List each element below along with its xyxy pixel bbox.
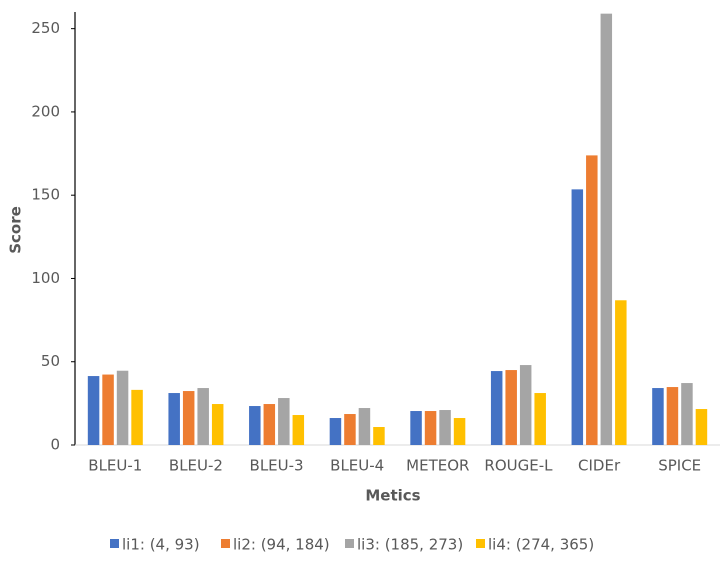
legend-label: li4: (274, 365) — [488, 536, 594, 554]
bar — [263, 404, 276, 445]
legend-swatch — [476, 539, 485, 548]
bar — [424, 411, 437, 445]
x-tick-label: SPICE — [658, 457, 701, 475]
legend-swatch — [221, 539, 230, 548]
bar — [116, 370, 129, 445]
bar — [358, 408, 371, 445]
bar — [695, 409, 708, 445]
bar — [439, 410, 451, 445]
x-tick-label: CIDEr — [578, 457, 621, 475]
x-tick-label: BLEU-4 — [330, 457, 384, 475]
y-tick-label: 50 — [41, 352, 60, 370]
legend-swatch — [110, 539, 119, 548]
bar — [329, 418, 342, 445]
bar — [102, 374, 114, 445]
x-tick-label: BLEU-3 — [250, 457, 304, 475]
bar — [666, 387, 679, 445]
bar — [505, 370, 517, 445]
x-tick-label: ROUGE-L — [484, 457, 553, 475]
bar — [131, 389, 143, 445]
y-tick-label: 150 — [31, 186, 60, 204]
bar — [490, 371, 503, 445]
bar — [87, 376, 100, 445]
y-tick-label: 0 — [50, 436, 60, 454]
y-tick-label: 200 — [31, 102, 60, 120]
bar — [410, 411, 422, 445]
bar — [652, 388, 664, 445]
bar — [292, 415, 305, 445]
bar — [453, 418, 466, 445]
x-axis-title: Metics — [365, 487, 420, 505]
bar — [344, 414, 356, 445]
bar — [182, 391, 195, 445]
y-tick-label: 250 — [31, 19, 60, 37]
bar — [278, 398, 290, 445]
x-tick-label: METEOR — [406, 457, 469, 475]
bars — [87, 13, 708, 446]
bar — [534, 393, 546, 445]
y-axis-title: Score — [7, 206, 25, 254]
legend-label: li2: (94, 184) — [233, 536, 330, 554]
bar — [600, 13, 613, 446]
bar — [519, 365, 532, 445]
bar — [571, 189, 584, 445]
legend-swatch — [345, 539, 354, 548]
bar — [615, 300, 627, 445]
y-tick-label: 100 — [31, 269, 60, 287]
x-tick-label: BLEU-1 — [88, 457, 142, 475]
bar — [681, 383, 693, 445]
legend-label: li1: (4, 93) — [122, 536, 200, 554]
bar — [249, 406, 261, 445]
bar — [168, 393, 180, 445]
bar — [373, 427, 385, 445]
x-tick-label: BLEU-2 — [169, 457, 223, 475]
legend-label: li3: (185, 273) — [357, 536, 463, 554]
bar — [197, 388, 209, 445]
bar — [211, 404, 224, 445]
bar — [586, 155, 598, 445]
